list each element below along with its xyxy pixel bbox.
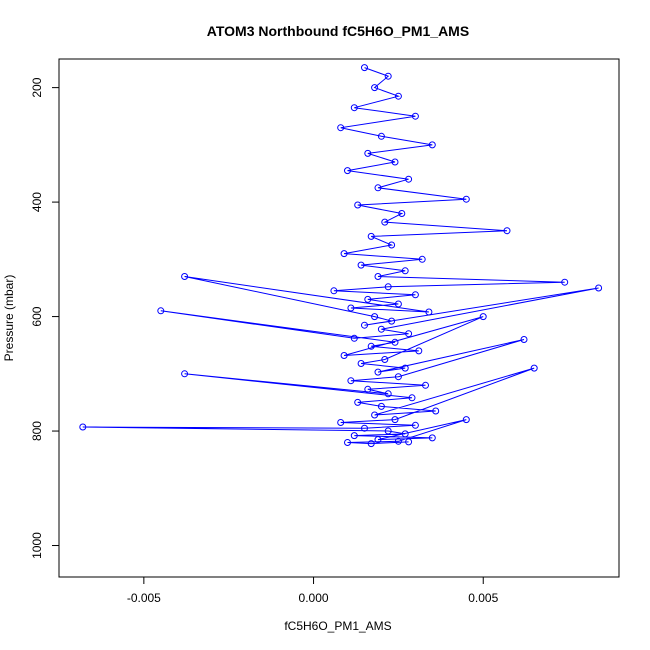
plot-area [79,64,603,448]
data-point [405,175,413,183]
data-point [357,360,365,367]
data-point [391,416,399,424]
data-point [428,434,436,442]
x-tick-label: 0.000 [299,591,329,605]
y-tick-label: 1000 [30,532,44,559]
data-point [377,132,385,140]
data-point [391,158,399,166]
data-point [337,419,345,426]
data-point [391,338,399,346]
data-point [347,304,355,312]
data-point [350,432,358,440]
data-point [371,84,379,92]
data-point [408,394,416,402]
data-point [388,317,396,325]
data-point [411,291,419,299]
y-tick-label: 400 [30,192,44,212]
data-point [350,104,358,112]
data-point [425,308,433,316]
x-axis: -0.005 0.000 0.005 [127,577,499,605]
data-point [384,390,392,398]
data-point [354,201,362,209]
plot-frame [58,58,620,578]
data-point [595,284,603,292]
data-point [367,342,375,350]
data-point [371,313,379,321]
data-point [364,295,372,303]
chart-title: ATOM3 Northbound fC5H6O_PM1_AMS [207,23,469,39]
data-point [364,149,372,157]
data-point [381,356,389,363]
data-point [374,436,382,444]
data-point [364,385,372,393]
data-point [503,227,511,235]
data-point [462,195,470,203]
data-point [354,398,362,406]
data-point [79,423,87,431]
data-point [344,167,351,175]
data-point [367,232,375,240]
data-point [394,92,402,100]
data-point [361,424,368,432]
data-point [350,334,358,342]
data-point [462,416,470,424]
data-point [405,330,413,338]
data-point [411,112,419,120]
data-point [530,364,538,372]
data-point [428,141,436,149]
x-tick-label: 0.005 [468,591,498,605]
data-point [357,261,365,269]
data-point [479,313,487,321]
data-point [401,267,409,275]
data-point [561,278,569,286]
data-point [394,437,402,445]
data-point [337,124,345,132]
data-point [361,64,368,72]
x-tick-label: -0.005 [127,591,161,605]
data-point [374,273,382,280]
series-line [82,67,599,445]
data-point [340,250,348,258]
data-point [388,241,396,249]
data-point [384,72,392,80]
data-point [384,283,392,291]
data-point [377,325,385,333]
data-point [181,370,189,378]
data-point [330,287,338,295]
data-point [520,336,528,343]
data-point [377,402,385,410]
data-point [394,300,402,308]
plot-clip-group [79,64,603,448]
y-tick-label: 800 [30,421,44,441]
y-axis-label: Pressure (mbar) [2,275,16,362]
data-point [415,347,423,355]
data-point [361,321,368,329]
data-point [340,352,348,359]
data-point [401,364,409,372]
data-point [367,440,375,448]
data-point [181,273,189,280]
data-point [381,218,389,226]
data-point [374,368,382,376]
data-point [422,381,429,389]
y-tick-label: 200 [30,77,44,97]
x-axis-label: fC5H6O_PM1_AMS [284,619,391,633]
data-point [411,421,419,429]
data-point [405,438,413,446]
data-point [157,307,165,315]
data-point [394,373,402,381]
data-point [347,377,355,385]
data-point [432,407,440,415]
data-point [371,411,379,419]
data-point [374,184,382,192]
y-axis: 200 400 600 800 1000 [30,77,59,559]
data-point [398,210,406,217]
data-point [418,255,426,263]
data-point [401,430,409,438]
data-point [384,427,392,435]
data-point [344,439,351,446]
y-tick-label: 600 [30,306,44,326]
